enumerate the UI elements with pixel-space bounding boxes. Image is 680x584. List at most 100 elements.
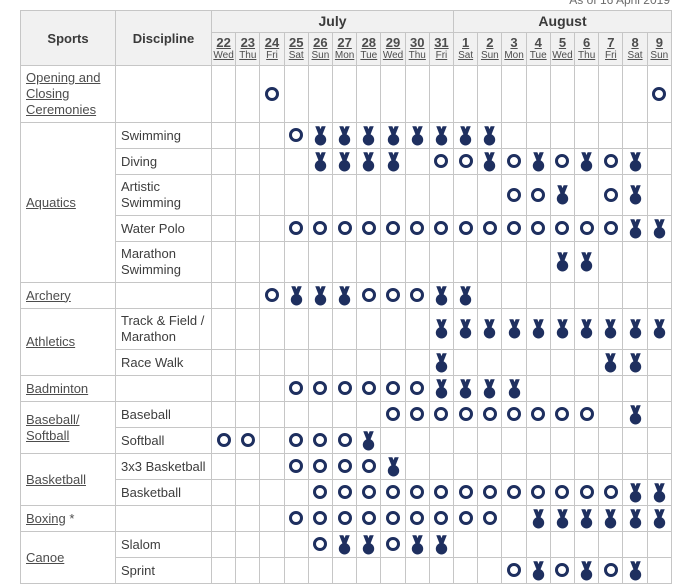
medal-day-icon <box>629 482 641 502</box>
schedule-cell <box>235 349 261 376</box>
event-day-icon <box>458 485 473 500</box>
date-link[interactable]: 3 <box>510 35 518 50</box>
schedule-cell <box>574 241 600 283</box>
schedule-cell <box>210 241 237 283</box>
date-link[interactable]: 28 <box>361 35 377 50</box>
schedule-cell <box>428 308 455 350</box>
schedule-cell <box>332 427 358 454</box>
event-day-icon <box>410 288 425 303</box>
sport-link[interactable]: Aquatics <box>26 194 76 210</box>
table-row: Archery <box>20 282 673 309</box>
table-row: Boxing * <box>20 505 673 532</box>
date-link[interactable]: 30 <box>409 35 425 50</box>
medal-day-icon <box>363 125 375 145</box>
dow-link[interactable]: Fri <box>266 50 278 61</box>
event-day-icon <box>531 407 546 422</box>
dow-link[interactable]: Tue <box>360 50 378 61</box>
sport-link[interactable]: Archery <box>26 287 71 303</box>
dow-link[interactable]: Sun <box>311 50 330 61</box>
sport-link[interactable]: Boxing <box>26 510 66 526</box>
date-link[interactable]: 9 <box>655 35 663 50</box>
date-link[interactable]: 2 <box>486 35 494 50</box>
schedule-cell <box>453 401 479 428</box>
sport-link[interactable]: Basketball <box>26 471 86 487</box>
dow-link[interactable]: Thu <box>239 50 257 61</box>
date-link[interactable]: 6 <box>583 35 591 50</box>
schedule-cell <box>235 401 261 428</box>
date-link[interactable]: 4 <box>534 35 542 50</box>
date-link[interactable]: 8 <box>631 35 639 50</box>
schedule-cell <box>477 531 503 558</box>
schedule-cell <box>646 241 673 283</box>
date-link[interactable]: 25 <box>288 35 304 50</box>
schedule-cell <box>574 427 600 454</box>
date-header: 2 Sun <box>477 32 503 66</box>
date-link[interactable]: 31 <box>434 35 449 50</box>
dow-link[interactable]: Mon <box>334 50 355 61</box>
date-link[interactable]: 1 <box>462 35 470 50</box>
schedule-cell <box>380 401 406 428</box>
dow-link[interactable]: Tue <box>529 50 547 61</box>
event-day-icon <box>337 511 352 526</box>
dow-link[interactable]: Wed <box>382 50 404 61</box>
dow-link[interactable]: Thu <box>578 50 596 61</box>
date-link[interactable]: 26 <box>313 35 328 50</box>
schedule-cell <box>235 308 261 350</box>
dow-link[interactable]: Mon <box>504 50 524 61</box>
schedule-cell <box>477 401 503 428</box>
date-link[interactable]: 5 <box>558 35 567 50</box>
schedule-cell <box>525 241 551 283</box>
date-link[interactable]: 22 <box>216 35 231 50</box>
date-header: 31 Fri <box>428 32 455 66</box>
event-day-icon <box>289 221 304 236</box>
medal-day-icon <box>435 378 448 398</box>
schedule-cell <box>477 427 503 454</box>
date-link[interactable]: 24 <box>264 35 280 50</box>
medal-day-icon <box>338 125 351 145</box>
medal-day-icon <box>338 534 351 554</box>
sport-link[interactable]: Canoe <box>26 549 65 565</box>
date-link[interactable]: 7 <box>607 35 615 50</box>
sport-link[interactable]: Opening and Closing Ceremonies <box>26 70 101 117</box>
event-day-icon <box>410 485 425 500</box>
discipline-cell <box>115 65 212 123</box>
schedule-cell <box>235 282 261 309</box>
dow-link[interactable]: Wed <box>552 50 573 61</box>
schedule-cell <box>622 122 648 149</box>
dow-link[interactable]: Thu <box>408 50 426 61</box>
date-link[interactable]: 23 <box>240 35 256 50</box>
date-link[interactable]: 29 <box>385 35 401 50</box>
dow-link[interactable]: Sun <box>480 50 499 61</box>
date-link[interactable]: 27 <box>337 35 352 50</box>
dow-link[interactable]: Fri <box>605 50 617 61</box>
medal-day-icon <box>459 285 472 305</box>
schedule-cell <box>404 122 430 149</box>
medal-day-icon <box>484 378 496 398</box>
schedule-cell <box>525 308 551 350</box>
schedule-cell <box>380 349 406 376</box>
dow-link[interactable]: Wed <box>213 50 234 61</box>
schedule-cell <box>501 349 527 376</box>
discipline-cell <box>115 375 212 402</box>
schedule-cell <box>574 401 600 428</box>
event-day-icon <box>603 187 618 202</box>
dow-link[interactable]: Sat <box>627 50 643 61</box>
schedule-cell <box>356 65 382 123</box>
table-row: Badminton <box>20 375 673 402</box>
schedule-cell <box>307 453 334 480</box>
discipline-cell: Race Walk <box>115 349 212 376</box>
sport-link[interactable]: Athletics <box>26 334 76 349</box>
schedule-cell <box>380 375 406 402</box>
dow-link[interactable]: Sat <box>458 50 474 61</box>
schedule-cell <box>622 375 648 402</box>
schedule-cell <box>210 65 237 123</box>
schedule-cell <box>380 505 406 532</box>
dow-link[interactable]: Fri <box>435 50 448 61</box>
schedule-cell <box>259 479 285 506</box>
dow-link[interactable]: Sun <box>650 50 669 61</box>
sport-link[interactable]: Baseball/ Softball <box>26 411 80 443</box>
schedule-cell <box>404 401 430 428</box>
schedule-cell <box>598 308 624 350</box>
dow-link[interactable]: Sat <box>288 50 304 61</box>
sport-link[interactable]: Badminton <box>26 380 89 396</box>
